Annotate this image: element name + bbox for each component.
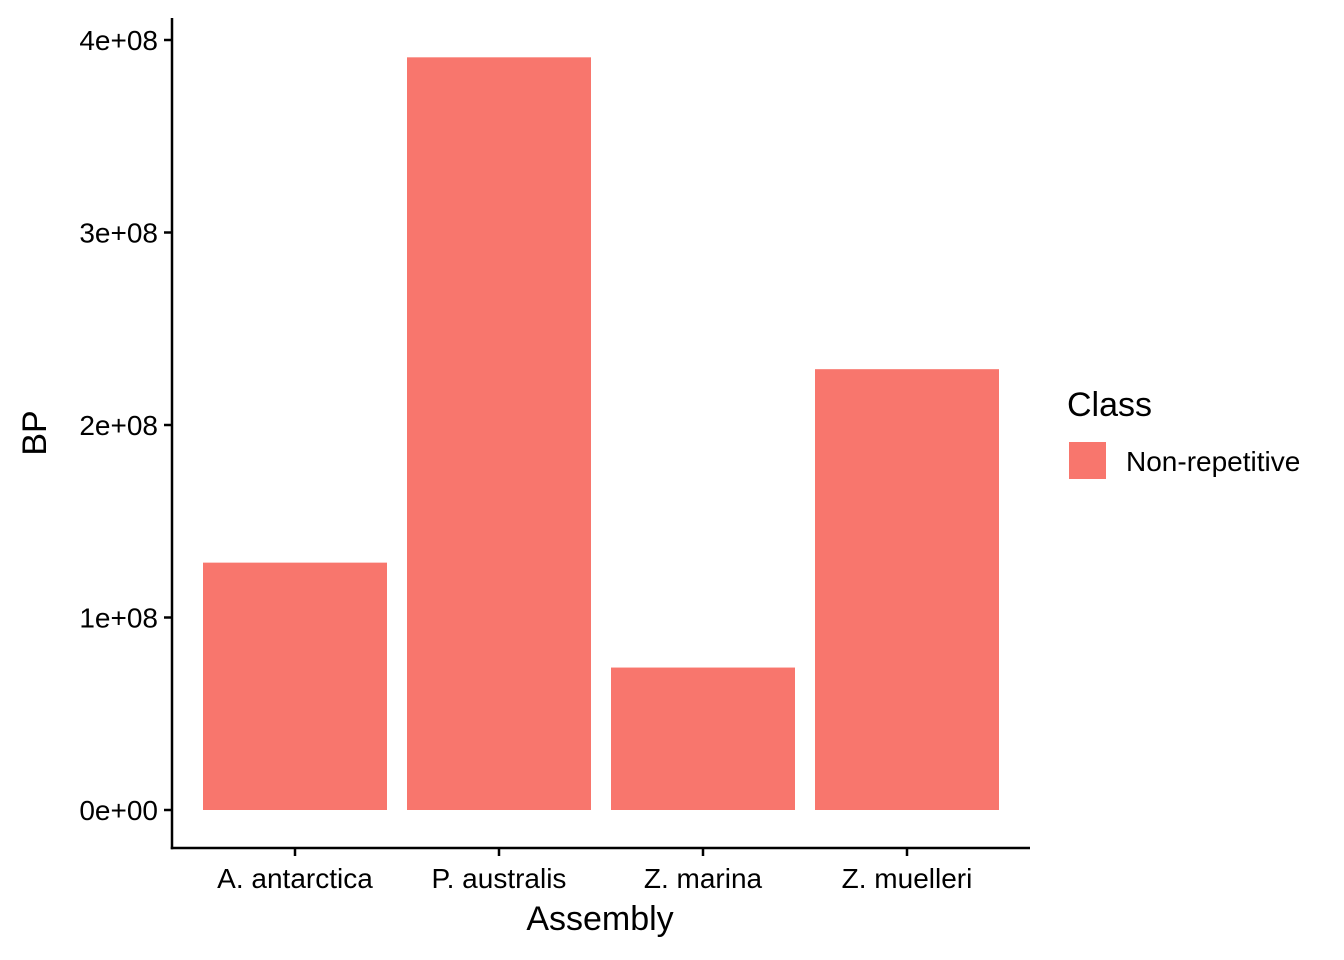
y-tick-label: 3e+08 [79,218,158,249]
legend-title: Class [1067,386,1152,424]
y-ticks: 0e+00 1e+08 2e+08 3e+08 4e+08 [79,25,172,826]
legend-label: Non-repetitive [1126,446,1300,477]
y-axis-title: BP [16,410,54,455]
x-axis: A. antarctica P. australis Z. marina Z. mue… [170,846,1030,894]
bar-p-australis [407,57,591,810]
x-tick-label: Z. marina [644,863,763,894]
y-tick-label: 4e+08 [79,25,158,56]
bar-a-antarctica [203,562,387,810]
y-tick-label: 1e+08 [79,603,158,634]
bar-z-muelleri [815,369,999,810]
x-tick-label: Z. muelleri [842,863,973,894]
x-tick-label: P. australis [432,863,567,894]
bar-z-marina [611,667,795,810]
legend-key [1069,442,1106,479]
y-axis: 0e+00 1e+08 2e+08 3e+08 4e+08 [79,18,174,850]
x-tick-label: A. antarctica [217,863,373,894]
y-tick-label: 2e+08 [79,410,158,441]
x-axis-title: Assembly [526,900,673,938]
legend: Class Non-repetitive [1067,386,1300,479]
y-tick-label: 0e+00 [79,795,158,826]
legend-entries: Non-repetitive [1069,442,1300,479]
x-ticks: A. antarctica P. australis Z. marina Z. mue… [217,848,972,894]
bars-layer [203,57,999,810]
